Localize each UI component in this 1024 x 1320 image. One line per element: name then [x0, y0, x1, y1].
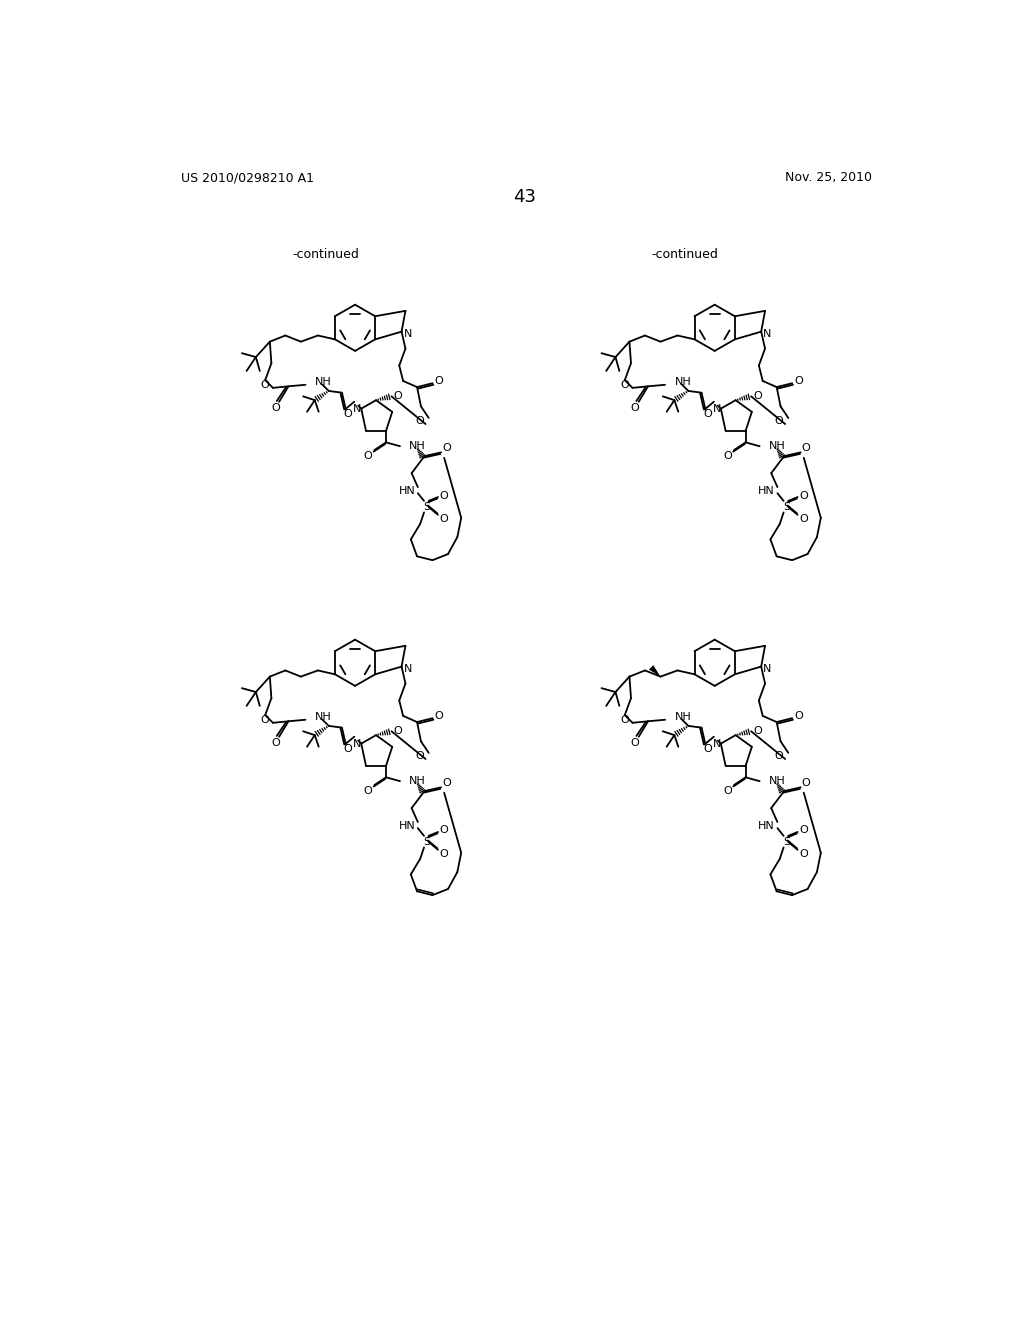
Text: O: O — [439, 513, 449, 524]
Text: O: O — [434, 376, 443, 385]
Text: NH: NH — [769, 441, 785, 451]
Text: O: O — [794, 711, 803, 721]
Text: O: O — [774, 416, 783, 426]
Text: 43: 43 — [513, 187, 537, 206]
Text: NH: NH — [410, 776, 426, 787]
Text: O: O — [364, 787, 373, 796]
Text: N: N — [403, 329, 412, 339]
Text: O: O — [439, 849, 449, 858]
Text: N: N — [763, 664, 771, 675]
Text: O: O — [802, 442, 810, 453]
Text: NH: NH — [675, 378, 691, 388]
Text: O: O — [703, 744, 712, 754]
Text: O: O — [415, 751, 424, 760]
Text: O: O — [800, 849, 808, 858]
Text: O: O — [439, 491, 449, 500]
Text: -continued: -continued — [651, 248, 718, 261]
Text: S: S — [783, 837, 791, 847]
Text: O: O — [703, 409, 712, 418]
Text: NH: NH — [675, 713, 691, 722]
Text: NH: NH — [314, 713, 332, 722]
Text: S: S — [424, 502, 431, 512]
Text: N: N — [353, 739, 361, 750]
Text: O: O — [261, 714, 269, 725]
Text: HN: HN — [398, 821, 416, 830]
Text: O: O — [434, 711, 443, 721]
Text: HN: HN — [398, 486, 416, 496]
Text: O: O — [364, 451, 373, 461]
Text: O: O — [442, 777, 451, 788]
Text: O: O — [753, 391, 762, 401]
Text: O: O — [800, 825, 808, 836]
Text: O: O — [631, 403, 639, 413]
Text: N: N — [713, 739, 721, 750]
Text: O: O — [621, 714, 629, 725]
Text: N: N — [353, 404, 361, 414]
Text: O: O — [344, 744, 352, 754]
Text: US 2010/0298210 A1: US 2010/0298210 A1 — [180, 172, 313, 185]
Polygon shape — [649, 665, 660, 677]
Text: -continued: -continued — [292, 248, 359, 261]
Text: O: O — [439, 825, 449, 836]
Text: S: S — [424, 837, 431, 847]
Text: O: O — [800, 491, 808, 500]
Text: O: O — [261, 380, 269, 389]
Text: O: O — [723, 451, 732, 461]
Text: O: O — [442, 442, 451, 453]
Text: O: O — [621, 380, 629, 389]
Text: HN: HN — [758, 486, 775, 496]
Text: O: O — [393, 391, 402, 401]
Text: O: O — [393, 726, 402, 737]
Text: NH: NH — [769, 776, 785, 787]
Text: O: O — [344, 409, 352, 418]
Text: O: O — [794, 376, 803, 385]
Text: N: N — [763, 329, 771, 339]
Text: HN: HN — [758, 821, 775, 830]
Text: N: N — [713, 404, 721, 414]
Text: NH: NH — [314, 378, 332, 388]
Text: O: O — [753, 726, 762, 737]
Text: O: O — [631, 738, 639, 748]
Text: Nov. 25, 2010: Nov. 25, 2010 — [785, 172, 872, 185]
Text: N: N — [403, 664, 412, 675]
Text: O: O — [774, 751, 783, 760]
Text: O: O — [271, 403, 280, 413]
Text: S: S — [783, 502, 791, 512]
Text: O: O — [802, 777, 810, 788]
Text: O: O — [723, 787, 732, 796]
Text: O: O — [415, 416, 424, 426]
Text: O: O — [800, 513, 808, 524]
Text: NH: NH — [410, 441, 426, 451]
Text: O: O — [271, 738, 280, 748]
